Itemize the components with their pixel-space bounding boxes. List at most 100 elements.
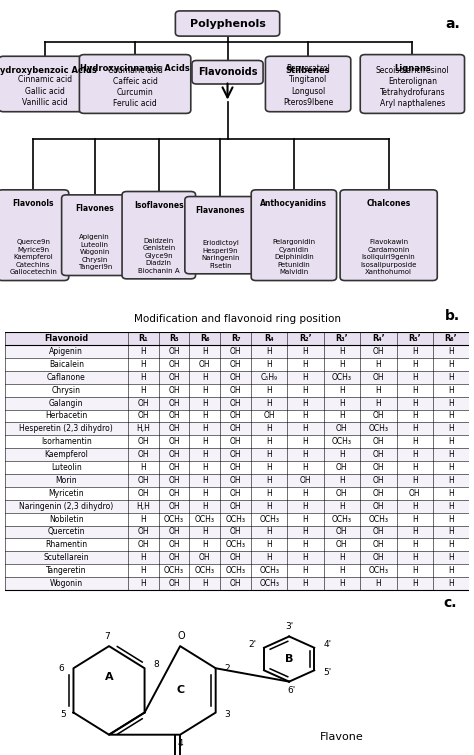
Text: OH: OH — [300, 476, 311, 485]
Text: OH: OH — [199, 553, 210, 562]
Text: H: H — [375, 579, 381, 588]
Text: Stilbenes: Stilbenes — [286, 66, 330, 75]
Text: H: H — [266, 360, 272, 369]
Text: OH: OH — [137, 450, 149, 459]
Text: H: H — [303, 399, 309, 408]
Text: OH: OH — [137, 411, 149, 421]
Text: Eriodictoyl
Hesperi9n
Naringenin
Fisetin: Eriodictoyl Hesperi9n Naringenin Fisetin — [201, 240, 240, 269]
Text: Pelargonidin
Cyanidin
Delphinidin
Petunidin
Malvidin: Pelargonidin Cyanidin Delphinidin Petuni… — [273, 239, 315, 276]
Text: OH: OH — [168, 437, 180, 446]
Text: H: H — [339, 386, 345, 395]
Bar — [5, 564, 469, 577]
Text: H: H — [140, 566, 146, 575]
Text: Quercetin: Quercetin — [47, 528, 85, 537]
Text: H: H — [412, 424, 418, 433]
Text: R₅: R₅ — [169, 334, 179, 343]
Text: Flavone: Flavone — [319, 732, 363, 741]
Text: H: H — [412, 579, 418, 588]
Text: OH: OH — [230, 463, 241, 472]
Text: OH: OH — [373, 347, 384, 356]
Text: OH: OH — [168, 386, 180, 395]
Text: Cinnamic acid
Gallic acid
Vanillic acid: Cinnamic acid Gallic acid Vanillic acid — [18, 76, 72, 106]
Bar — [5, 551, 469, 564]
Text: OH: OH — [137, 488, 149, 498]
Text: OCH₃: OCH₃ — [332, 373, 352, 382]
Text: H: H — [375, 386, 381, 395]
Text: Flavones: Flavones — [75, 205, 114, 213]
Text: Flavonoid: Flavonoid — [44, 334, 88, 343]
Bar — [5, 448, 469, 461]
Text: OH: OH — [230, 424, 241, 433]
Text: Querce9n
Myrice9n
Kaempferol
Catechins
Gallocetechin: Querce9n Myrice9n Kaempferol Catechins G… — [9, 239, 57, 276]
Text: OCH₃: OCH₃ — [368, 566, 388, 575]
Text: OH: OH — [168, 476, 180, 485]
Text: 5: 5 — [60, 710, 66, 719]
Text: Wogonin: Wogonin — [50, 579, 83, 588]
Text: OH: OH — [137, 399, 149, 408]
Text: OCH₃: OCH₃ — [332, 515, 352, 524]
Text: Daidzein
Genistein
Glyce9n
Diadzin
Biochanin A: Daidzein Genistein Glyce9n Diadzin Bioch… — [138, 238, 180, 274]
Text: OH: OH — [336, 424, 348, 433]
Text: R₃’: R₃’ — [336, 334, 348, 343]
FancyBboxPatch shape — [122, 192, 196, 279]
Text: OH: OH — [230, 411, 241, 421]
Text: R₅’: R₅’ — [408, 334, 421, 343]
Text: H: H — [266, 541, 272, 550]
Text: OH: OH — [168, 347, 180, 356]
Text: H: H — [303, 411, 309, 421]
Text: H: H — [266, 450, 272, 459]
Bar — [5, 461, 469, 474]
Text: OH: OH — [199, 360, 210, 369]
Text: OCH₃: OCH₃ — [226, 541, 246, 550]
Text: OH: OH — [168, 450, 180, 459]
Text: H: H — [448, 476, 454, 485]
Text: OCH₃: OCH₃ — [226, 515, 246, 524]
Text: Baicalein: Baicalein — [49, 360, 84, 369]
Text: H: H — [448, 373, 454, 382]
Text: OH: OH — [137, 437, 149, 446]
Text: OH: OH — [230, 450, 241, 459]
Text: OH: OH — [373, 463, 384, 472]
Bar — [5, 423, 469, 436]
Text: Rhamentin: Rhamentin — [45, 541, 87, 550]
Text: 2: 2 — [225, 664, 230, 673]
FancyBboxPatch shape — [0, 57, 91, 112]
Text: R₄’: R₄’ — [372, 334, 385, 343]
Text: H: H — [202, 476, 208, 485]
Text: H: H — [266, 476, 272, 485]
Bar — [5, 513, 469, 525]
Text: H: H — [140, 463, 146, 472]
Text: OH: OH — [168, 360, 180, 369]
Text: H: H — [303, 515, 309, 524]
Text: Flavokawin
Cardamonin
Isoliquiri9genin
Isosalipurposide
Xanthohumol: Flavokawin Cardamonin Isoliquiri9genin I… — [361, 239, 417, 276]
Bar — [5, 358, 469, 371]
Text: H: H — [448, 450, 454, 459]
Text: OCH₃: OCH₃ — [226, 566, 246, 575]
Text: Hydroxycinnamic Acids: Hydroxycinnamic Acids — [80, 64, 190, 73]
Text: H: H — [202, 347, 208, 356]
Text: R₆’: R₆’ — [445, 334, 457, 343]
Text: Tangeretin: Tangeretin — [46, 566, 87, 575]
Text: Apigenin: Apigenin — [49, 347, 83, 356]
Text: H,H: H,H — [137, 502, 150, 510]
Text: H: H — [303, 450, 309, 459]
Text: H: H — [303, 347, 309, 356]
Text: OH: OH — [230, 347, 241, 356]
Bar — [5, 371, 469, 384]
Text: H: H — [202, 424, 208, 433]
Text: OCH₃: OCH₃ — [195, 566, 215, 575]
Text: OH: OH — [137, 541, 149, 550]
Text: OCH₃: OCH₃ — [368, 515, 388, 524]
Text: OH: OH — [230, 476, 241, 485]
Text: H: H — [339, 399, 345, 408]
Text: C₅H₉: C₅H₉ — [261, 373, 278, 382]
Text: H: H — [202, 541, 208, 550]
Text: H: H — [140, 347, 146, 356]
Text: H: H — [448, 515, 454, 524]
Text: H: H — [339, 411, 345, 421]
Bar — [5, 487, 469, 500]
Bar — [5, 525, 469, 538]
Text: H: H — [448, 360, 454, 369]
Text: OH: OH — [168, 541, 180, 550]
Text: OH: OH — [168, 399, 180, 408]
